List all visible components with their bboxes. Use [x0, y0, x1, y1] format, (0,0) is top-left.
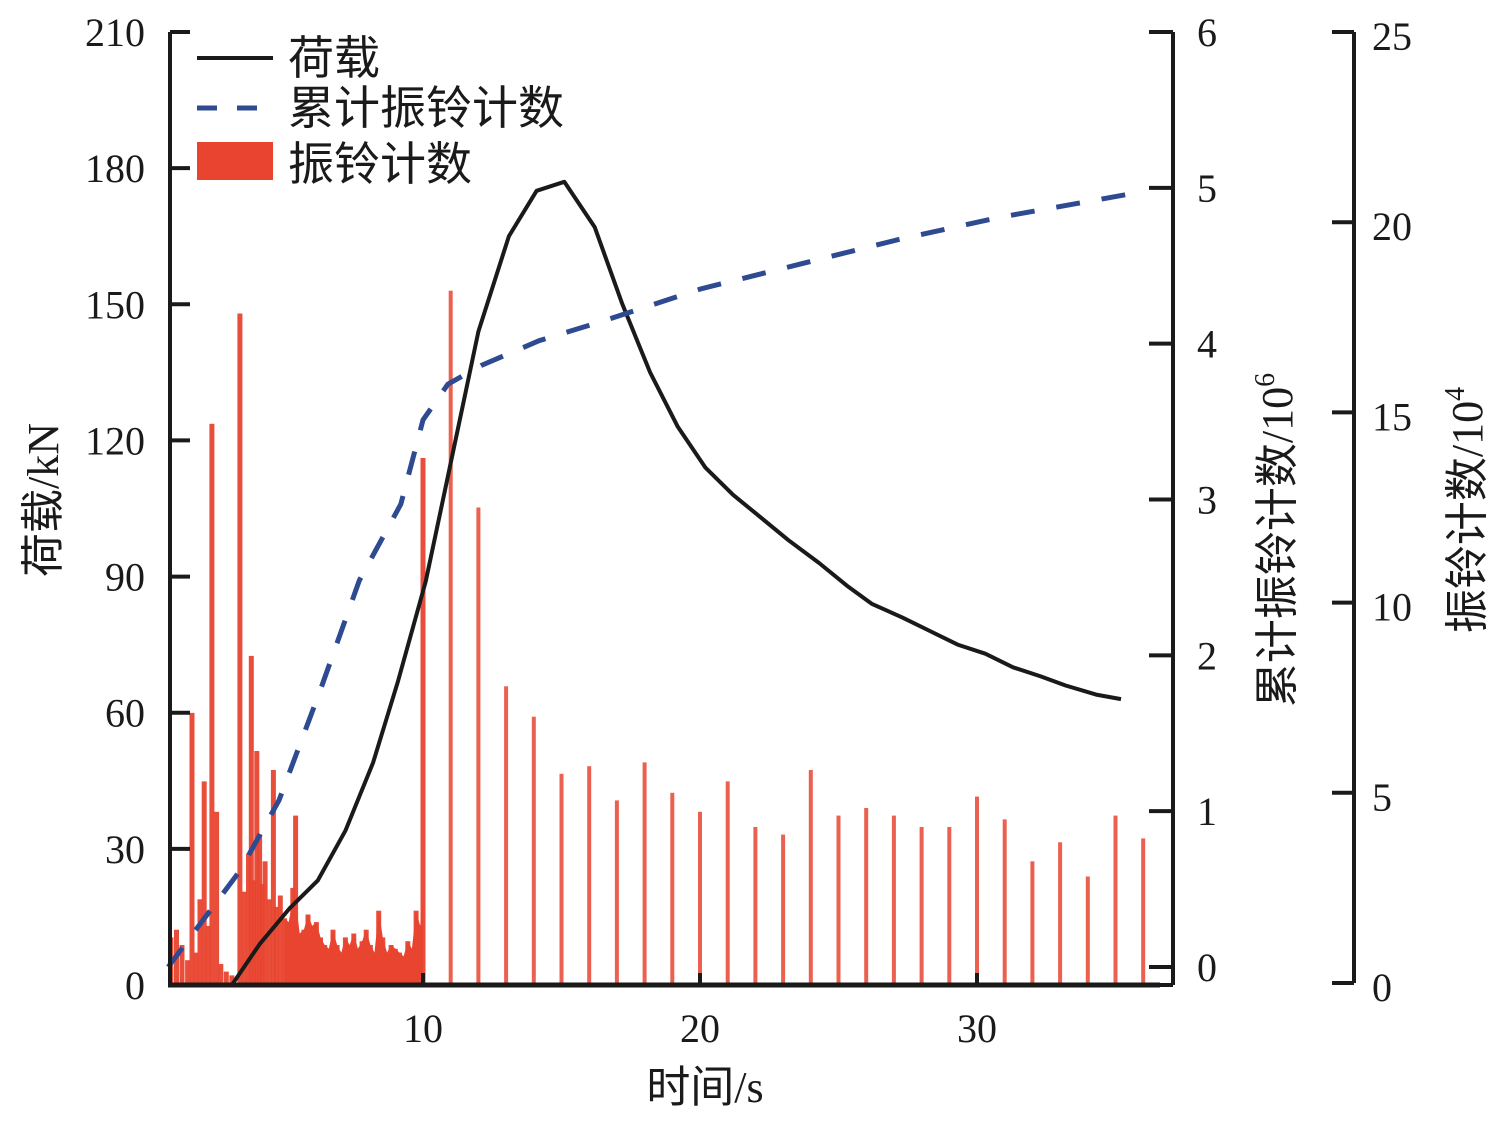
ringing-count-bar	[229, 975, 235, 985]
ringing-count-bar	[241, 891, 247, 985]
legend: 荷载 累计振铃计数 振铃计数	[197, 33, 564, 190]
legend-label-ringing: 振铃计数	[288, 139, 472, 190]
ringing-count-bar	[947, 827, 952, 985]
left-axis-tick-label: 120	[85, 418, 145, 463]
legend-label-cumulative: 累计振铃计数	[288, 83, 564, 134]
series-lines	[166, 179, 1130, 987]
x-axis-tick-label: 20	[680, 1006, 720, 1051]
right2-axis-tick-label: 15	[1372, 394, 1412, 439]
ringing-count-bar	[209, 423, 215, 985]
ringing-count-bar	[248, 655, 254, 985]
ringing-count-bar	[808, 770, 813, 985]
ringing-count-bar	[277, 895, 283, 985]
left-axis-tick-label: 30	[105, 827, 145, 872]
ringing-count-bar	[614, 800, 619, 985]
ringing-count-bar	[670, 792, 675, 985]
right2-axis-tick-label: 5	[1372, 775, 1392, 820]
right1-axis-title: 累计振铃计数/106	[1250, 373, 1302, 707]
ringing-count-bar	[246, 853, 251, 985]
ringing-count-bar	[919, 827, 924, 985]
svg-text:振铃计数/104: 振铃计数/104	[1440, 387, 1492, 633]
ringing-count-bar	[1141, 838, 1146, 985]
left-axis-tick-label: 180	[85, 146, 145, 191]
right2-axis-title-main: 振铃计数/10	[1443, 401, 1492, 633]
ringing-count-bar	[189, 712, 195, 985]
legend-swatch-ringing	[197, 142, 273, 180]
ringing-count-bar	[531, 716, 536, 985]
right1-axis-title-exp: 6	[1250, 373, 1281, 387]
ringing-count-bar	[257, 834, 263, 985]
left-axis-tick-label: 210	[85, 10, 145, 55]
x-axis-title: 时间/s	[646, 1063, 763, 1112]
ringing-count-bar	[214, 811, 220, 985]
ringing-count-bar	[197, 899, 203, 985]
right1-axis-tick-label: 6	[1197, 10, 1217, 55]
ringing-count-bar	[185, 960, 191, 985]
ringing-count-bar	[864, 808, 869, 985]
ringing-count-bar	[836, 815, 841, 985]
right1-axis-tick-label: 0	[1197, 945, 1217, 990]
x-axis-tick-label: 10	[403, 1006, 443, 1051]
ringing-count-bar	[254, 751, 260, 985]
ringing-count-bar	[642, 762, 647, 985]
ringing-count-bar	[193, 952, 199, 985]
ringing-count-bar	[266, 899, 272, 985]
svg-text:累计振铃计数/106: 累计振铃计数/106	[1250, 373, 1302, 707]
right2-axis-title-exp: 4	[1440, 387, 1471, 401]
right1-axis-tick-label: 1	[1197, 789, 1217, 834]
right1-axis-tick-label: 5	[1197, 166, 1217, 211]
ringing-count-bar	[1002, 819, 1007, 985]
left-axis-tick-label: 0	[125, 963, 145, 1008]
cumulative-ringing-line	[166, 191, 1130, 969]
right2-axis-tick-label: 25	[1372, 14, 1412, 59]
load-line	[230, 179, 1122, 987]
ringing-count-bar	[1113, 815, 1118, 985]
left-axis-title: 荷载/kN	[19, 423, 68, 577]
ringing-count-bar	[262, 861, 268, 985]
ringing-count-bar	[237, 313, 243, 985]
ringing-count-bar	[504, 686, 509, 985]
ringing-count-bar	[201, 781, 207, 985]
ringing-count-dense-area	[284, 899, 423, 985]
right1-axis-title-main: 累计振铃计数/10	[1253, 387, 1302, 707]
right1-axis-tick-label: 2	[1197, 633, 1217, 678]
ringing-count-bar	[273, 906, 279, 985]
ringing-count-bar	[420, 458, 426, 985]
right1-axis-tick-label: 3	[1197, 478, 1217, 523]
ringing-count-bar	[251, 880, 257, 985]
ringing-count-bar	[205, 925, 211, 985]
ringing-count-bar	[218, 964, 224, 985]
ringing-count-bar	[753, 827, 758, 985]
ringing-count-bar	[223, 971, 229, 985]
ringing-count-bar	[891, 815, 896, 985]
ringing-count-bar	[270, 770, 276, 985]
ringing-count-bar	[1058, 842, 1063, 985]
right2-axis-tick-label: 0	[1372, 965, 1392, 1010]
ringing-count-bar	[587, 766, 592, 985]
legend-label-load: 荷载	[288, 33, 380, 84]
right2-axis-tick-label: 20	[1372, 204, 1412, 249]
ringing-count-bar	[1085, 876, 1090, 985]
left-axis-tick-label: 90	[105, 555, 145, 600]
ringing-count-bar	[448, 290, 453, 985]
ringing-count-bar	[781, 834, 786, 985]
ringing-count-bar	[1030, 861, 1035, 985]
ringing-count-bar	[476, 507, 481, 985]
ringing-count-bar	[559, 773, 564, 985]
ringing-count-bar	[259, 884, 265, 985]
right1-axis-tick-label: 4	[1197, 322, 1217, 367]
ringing-count-bar	[975, 796, 979, 985]
ringing-count-bar	[698, 811, 702, 985]
right2-axis-tick-label: 10	[1372, 585, 1412, 630]
ringing-count-bar	[179, 945, 185, 985]
x-axis-tick-label: 30	[957, 1006, 997, 1051]
ringing-count-bar	[725, 781, 730, 985]
left-axis-tick-label: 150	[85, 282, 145, 327]
right2-axis-title: 振铃计数/104	[1440, 387, 1492, 633]
left-axis-tick-label: 60	[105, 691, 145, 736]
